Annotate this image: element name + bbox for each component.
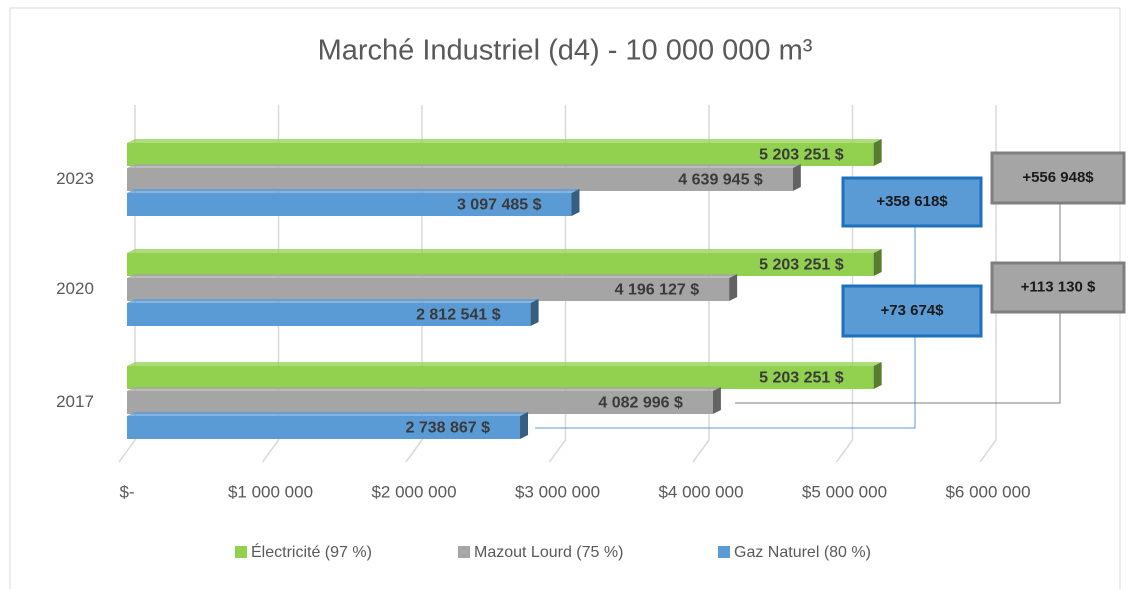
annotation-box [841,284,983,338]
chart-title: Marché Industriel (d4) - 10 000 000 m³ [318,35,813,67]
value-label: 5 203 251 $ [759,370,844,387]
y-tick-label: 2017 [56,392,94,411]
grid-line [692,105,710,463]
grid-line [405,105,423,463]
bar-top [127,274,738,278]
legend-swatch [718,546,730,558]
bar-side [530,299,539,326]
value-label: 4 639 945 $ [678,172,763,189]
grid-line [979,105,997,463]
bar [127,303,531,326]
bar-top [127,189,580,193]
x-tick-label: $5 000 000 [802,482,887,501]
grid-line [118,105,136,463]
value-label: 3 097 485 $ [457,197,542,214]
annotation-box [841,176,983,228]
x-tick-label: $4 000 000 [658,482,743,501]
bar [127,416,521,439]
annotation: +113 130 $ [1021,278,1096,295]
bar-side [873,139,882,166]
bar-top [127,362,882,366]
y-tick-label: 2020 [56,279,94,298]
legend-swatch [235,546,247,558]
bar [127,143,874,166]
value-label: 2 812 541 $ [416,307,501,324]
x-tick-label: $2 000 000 [371,482,456,501]
bar-side [729,274,738,301]
y-tick-label: 2023 [56,169,94,188]
annotation-box [990,151,1126,205]
annotation-box [990,261,1126,314]
bar-side [712,387,721,414]
bar-top [127,164,801,168]
legend-label: Mazout Lourd (75 %) [474,544,623,561]
grid-line [548,105,567,463]
bar-top [127,412,529,416]
annotation: +73 674$ [881,302,945,319]
bar-side [873,249,882,276]
bar-top [127,139,882,143]
x-tick-label: $1 000 000 [228,482,313,501]
value-label: 4 082 996 $ [598,395,683,412]
x-tick-label: $- [119,482,134,501]
value-label: 5 203 251 $ [759,147,844,164]
bar-side [571,189,580,216]
legend-label: Électricité (97 %) [251,542,372,561]
bar [127,391,713,414]
value-label: 4 196 127 $ [615,282,700,299]
bar-top [127,387,721,391]
bar-side [792,164,801,191]
annotation: +556 948$ [1022,169,1094,186]
legend-label: Gaz Naturel (80 %) [734,544,871,561]
bar-top [127,249,882,253]
bar [127,168,793,191]
bar [127,278,730,301]
bar [127,193,572,216]
grid-line [261,105,280,463]
x-tick-label: $3 000 000 [515,482,600,501]
value-label: 2 738 867 $ [405,420,490,437]
bar-top [127,299,539,303]
bar [127,366,874,389]
x-tick-label: $6 000 000 [945,482,1030,501]
value-label: 5 203 251 $ [759,257,844,274]
bar-side [873,362,882,389]
legend-swatch [458,546,470,558]
annotation: +358 618$ [876,193,948,210]
bar [127,253,874,276]
bar-side [520,412,529,439]
